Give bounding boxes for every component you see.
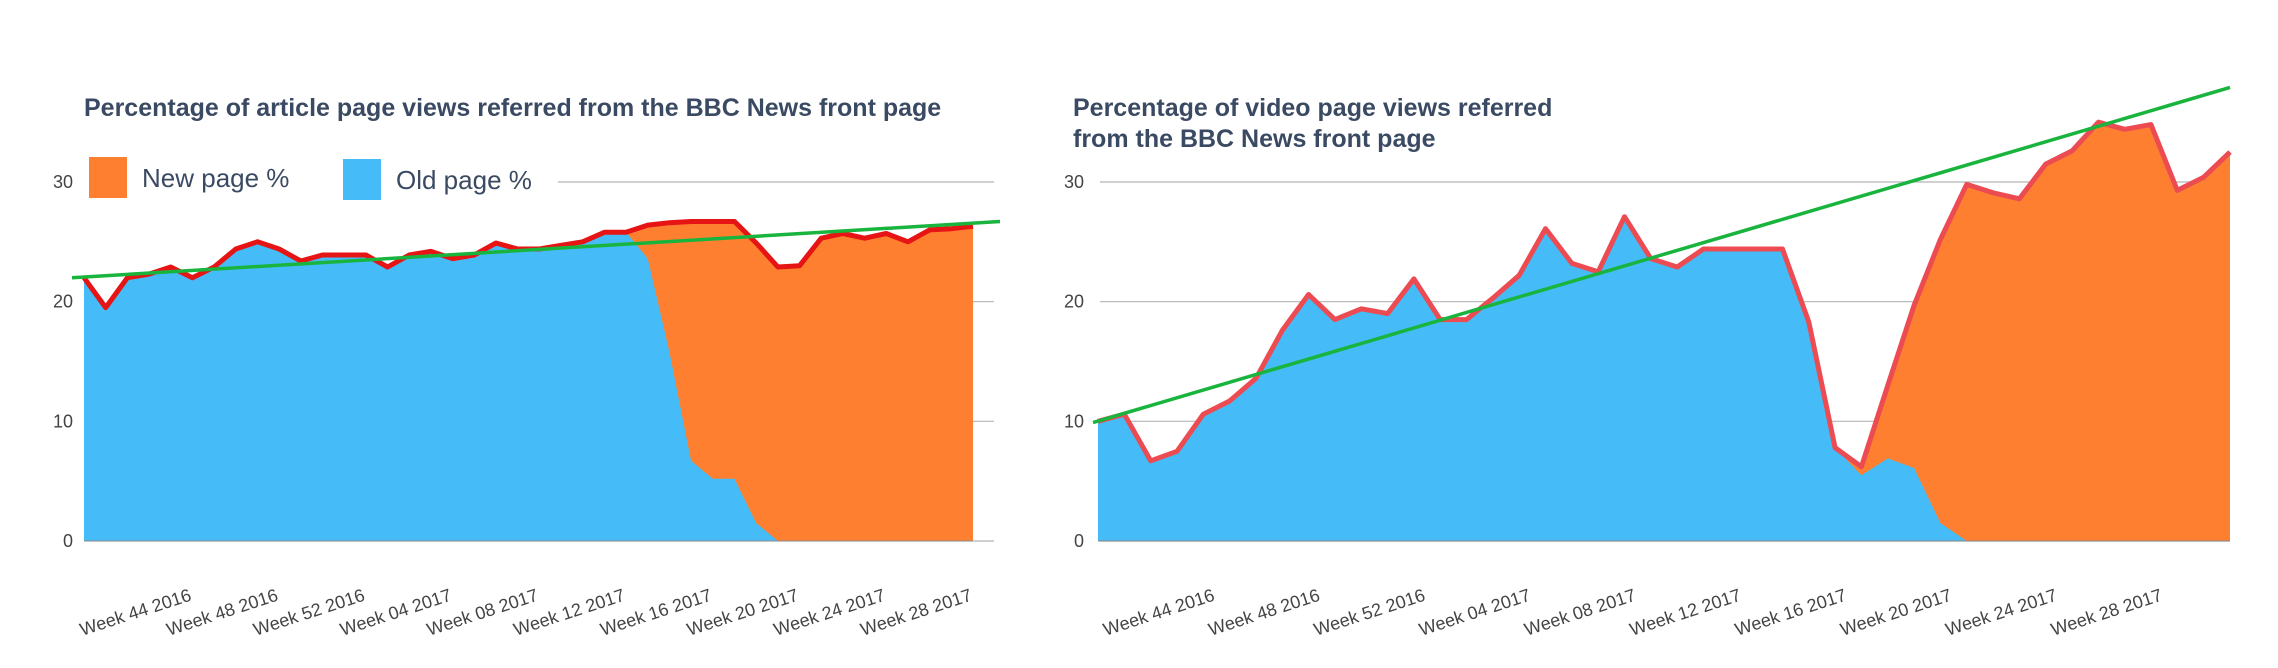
y-tick-label: 10: [53, 411, 73, 431]
x-tick-label: Week 52 2016: [1311, 585, 1427, 640]
legend-label: New page %: [142, 163, 289, 193]
legend-swatch: [343, 159, 381, 200]
chart-title: from the BBC News front page: [1073, 125, 1436, 153]
legend-label: Old page %: [396, 165, 532, 195]
y-tick-label: 20: [1064, 292, 1084, 312]
x-tick-label: Week 04 2017: [1417, 585, 1533, 640]
trendline: [1092, 85, 2231, 425]
y-tick-label: 20: [53, 292, 73, 312]
y-tick-label: 30: [53, 172, 73, 192]
chart-title: Percentage of article page views referre…: [84, 94, 941, 122]
total-line: [1097, 119, 2232, 470]
x-tick-label: Week 20 2017: [1838, 585, 1954, 640]
chart-1: Percentage of article page views referre…: [53, 94, 1001, 640]
x-tick-label: Week 08 2017: [1522, 585, 1638, 640]
x-tick-label: Week 24 2017: [1943, 585, 2059, 640]
y-tick-label: 30: [1064, 172, 1084, 192]
x-tick-label: Week 16 2017: [1732, 585, 1848, 640]
x-tick-label: Week 44 2016: [1101, 585, 1217, 640]
chart-title: Percentage of video page views referred: [1073, 94, 1552, 122]
y-tick-label: 0: [1074, 531, 1084, 551]
x-tick-label: Week 28 2017: [2048, 585, 2164, 640]
trendline: [71, 219, 1001, 280]
y-tick-label: 0: [63, 531, 73, 551]
area-old-page: [1098, 216, 2230, 541]
x-tick-label: Week 12 2017: [1627, 585, 1743, 640]
chart-2: Percentage of video page views referred f…: [1064, 85, 2232, 640]
x-tick-label: Week 48 2016: [1206, 585, 1322, 640]
area-old-page: [84, 232, 973, 542]
legend-swatch: [89, 157, 127, 198]
y-tick-label: 10: [1064, 411, 1084, 431]
